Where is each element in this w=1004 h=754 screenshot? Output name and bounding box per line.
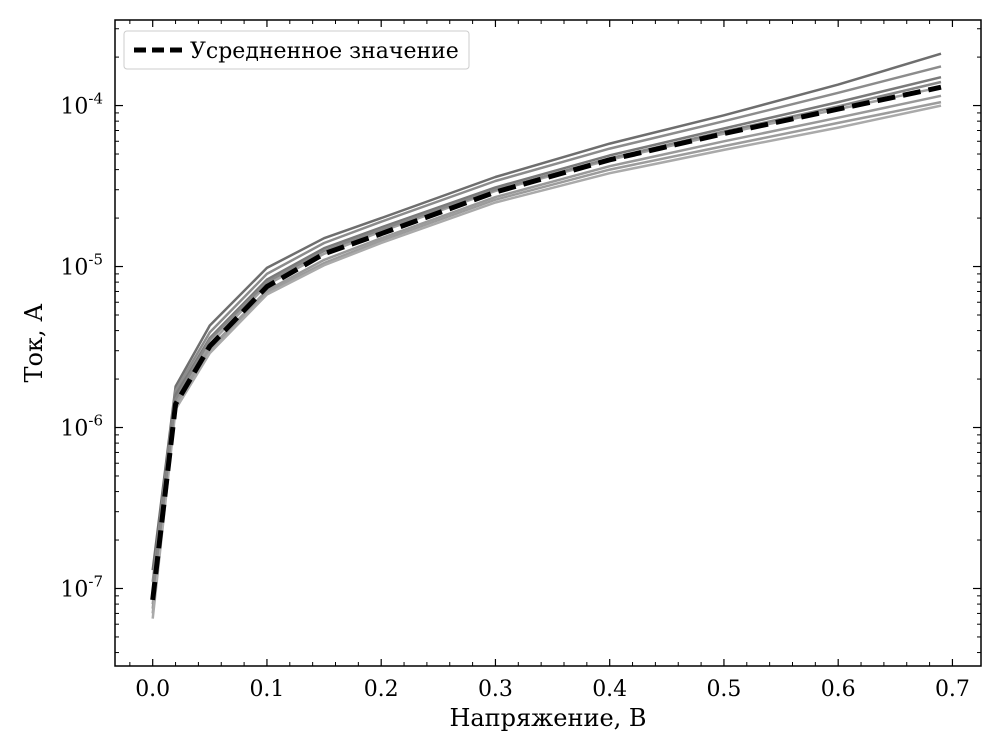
x-axis-title: Напряжение, В [449,704,646,732]
series-line-2 [151,65,942,582]
legend: Усредненное значение [123,30,470,70]
series-line-1 [151,52,942,571]
series-layer [150,52,942,619]
x-tick-label: 0.4 [592,677,627,702]
ticks-layer [115,20,981,666]
x-tick-label: 0.7 [935,677,970,702]
y-axis-title: Ток, А [20,304,48,383]
y-tick-label: 10-4 [60,90,103,120]
series-line-7 [151,104,942,619]
legend-label: Усредненное значение [190,39,459,64]
y-tick-label: 10-5 [60,251,103,281]
legend-box [123,30,470,70]
x-tick-label: 0.2 [364,677,399,702]
x-tick-label: 0.6 [821,677,856,702]
x-tick-label: 0.0 [135,677,170,702]
series-line-4 [151,85,942,605]
y-tick-label: 10-6 [60,412,103,442]
series-line-8 [151,80,942,597]
x-tick-label: 0.1 [249,677,284,702]
x-tick-label: 0.3 [478,677,513,702]
series-line-average [150,84,942,601]
series-line-3 [151,75,942,593]
plot-frame [114,19,982,667]
y-tick-label: 10-7 [60,572,103,602]
x-tick-label: 0.5 [706,677,741,702]
labels-layer: 0.0 0.1 0.2 0.3 0.4 0.5 0.6 0.7 10-7 10-6 10-5 10-4 [60,90,970,702]
series-line-6 [151,100,942,614]
